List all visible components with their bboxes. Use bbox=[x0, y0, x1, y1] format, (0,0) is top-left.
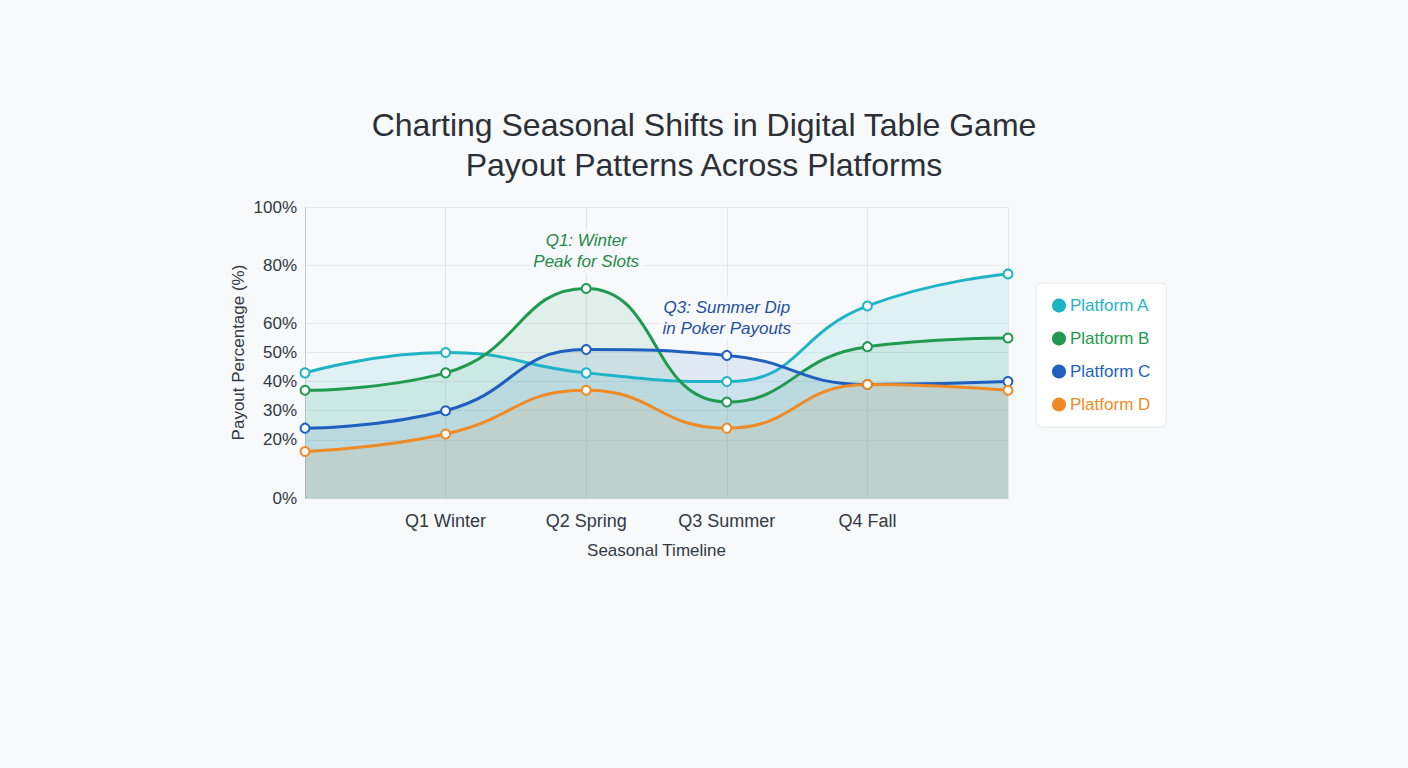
svg-text:Q3: Summer Dip: Q3: Summer Dip bbox=[664, 298, 791, 317]
svg-text:Q1 Winter: Q1 Winter bbox=[405, 511, 486, 531]
svg-text:Platform B: Platform B bbox=[1070, 329, 1149, 348]
svg-text:Peak for Slots: Peak for Slots bbox=[533, 252, 639, 271]
svg-text:Q1: Winter: Q1: Winter bbox=[546, 231, 628, 250]
svg-text:Payout Patterns Across Platfor: Payout Patterns Across Platforms bbox=[466, 147, 943, 183]
svg-text:Charting Seasonal Shifts in Di: Charting Seasonal Shifts in Digital Tabl… bbox=[372, 107, 1037, 143]
svg-text:30%: 30% bbox=[263, 401, 297, 420]
svg-text:Q4 Fall: Q4 Fall bbox=[838, 511, 896, 531]
svg-text:0%: 0% bbox=[272, 489, 297, 508]
svg-text:20%: 20% bbox=[263, 430, 297, 449]
svg-text:50%: 50% bbox=[263, 343, 297, 362]
svg-text:Q3 Summer: Q3 Summer bbox=[678, 511, 775, 531]
svg-text:Seasonal Timeline: Seasonal Timeline bbox=[587, 541, 726, 560]
svg-text:60%: 60% bbox=[263, 314, 297, 333]
svg-text:Platform A: Platform A bbox=[1070, 296, 1149, 315]
svg-text:80%: 80% bbox=[263, 256, 297, 275]
svg-text:40%: 40% bbox=[263, 372, 297, 391]
svg-text:in Poker Payouts: in Poker Payouts bbox=[663, 319, 792, 338]
svg-text:Platform D: Platform D bbox=[1070, 395, 1150, 414]
svg-text:Q2 Spring: Q2 Spring bbox=[546, 511, 627, 531]
svg-text:100%: 100% bbox=[254, 198, 297, 217]
svg-text:Payout Percentage (%): Payout Percentage (%) bbox=[229, 265, 248, 441]
svg-text:Platform C: Platform C bbox=[1070, 362, 1150, 381]
